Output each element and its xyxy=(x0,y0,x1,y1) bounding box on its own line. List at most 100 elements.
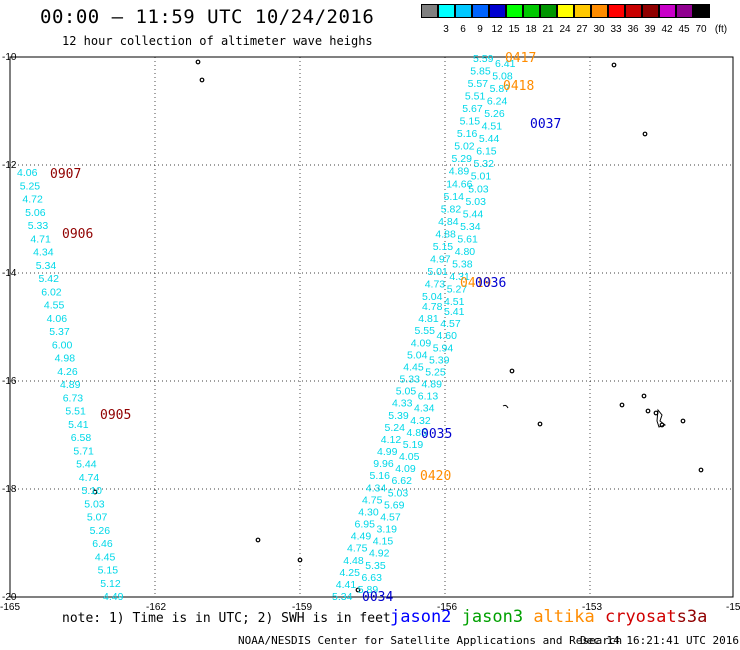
wave-height-value: 4.75 xyxy=(347,543,368,555)
wave-height-value: 4.80 xyxy=(455,246,476,258)
wave-height-value: 5.15 xyxy=(433,241,454,253)
wave-height-value: 4.45 xyxy=(403,361,424,373)
wave-height-value: 5.94 xyxy=(433,342,454,354)
axis-labels: -10 -12 -14 -16 -18 -20-165 -162 -159 -156 -153 -1… xyxy=(0,52,740,613)
satellite-legend-item: jason2 xyxy=(390,607,462,627)
wave-height-value: 5.26 xyxy=(90,525,111,537)
wave-height-value: 5.03 xyxy=(468,183,489,195)
wave-height-value: 5.16 xyxy=(370,470,391,482)
pass-label: 0418 xyxy=(503,79,534,94)
pass-label: 0906 xyxy=(62,227,93,242)
legend-label: 21 xyxy=(542,24,554,35)
wave-height-value: 4.57 xyxy=(380,511,401,523)
legend-swatch xyxy=(625,4,642,18)
island xyxy=(199,77,205,83)
wave-height-value: 5.44 xyxy=(479,133,500,145)
wave-height-value: 5.33 xyxy=(28,220,49,232)
wave-height-value: 5.41 xyxy=(68,419,89,431)
wave-height-value: 5.44 xyxy=(463,208,484,220)
lon-label: -15 xyxy=(726,602,740,613)
island xyxy=(619,402,625,408)
wave-height-value: 5.67 xyxy=(462,103,483,115)
satellite-legend-item: s3a xyxy=(676,607,708,627)
legend-swatch xyxy=(574,4,591,18)
pass-label: 0905 xyxy=(100,408,131,423)
wave-height-value: 5.51 xyxy=(65,406,86,418)
satellite-legend: jason2 jason3 altika cryosats3a xyxy=(390,607,707,627)
lat-label: -16 xyxy=(2,376,17,387)
wave-height-value: 5.10 xyxy=(82,485,103,497)
legend-swatch xyxy=(540,4,557,18)
wave-height-value: 5.38 xyxy=(452,258,473,270)
legend-swatch xyxy=(506,4,523,18)
wave-height-value: 5.69 xyxy=(384,499,405,511)
lat-label: -12 xyxy=(2,160,17,171)
wave-height-value: 5.24 xyxy=(385,422,406,434)
legend-label: 30 xyxy=(593,24,605,35)
legend-swatch xyxy=(591,4,608,18)
lon-label: -156 xyxy=(437,602,457,613)
wave-height-value: 5.01 xyxy=(427,266,448,278)
legend-swatch xyxy=(472,4,489,18)
wave-height-value: 5.71 xyxy=(73,445,94,457)
island xyxy=(642,131,648,137)
legend-label: 70 xyxy=(695,24,707,35)
wave-height-value: 4.51 xyxy=(482,121,503,133)
island xyxy=(680,418,686,424)
wave-height-value: 4.15 xyxy=(373,536,394,548)
island xyxy=(297,557,303,563)
wave-height-value: 4.34 xyxy=(33,247,54,259)
wave-height-value: 6.00 xyxy=(52,339,73,351)
satellite-legend-item: altika xyxy=(533,607,605,627)
wave-height-value: 5.32 xyxy=(474,158,495,170)
wave-height-value: 6.58 xyxy=(71,432,92,444)
wave-height-value: 6.15 xyxy=(476,146,497,158)
wave-height-value: 4.34 xyxy=(366,482,387,494)
legend-swatch xyxy=(455,4,472,18)
lat-label: -10 xyxy=(2,52,17,63)
lat-label: -14 xyxy=(2,268,17,279)
wave-height-value: 4.25 xyxy=(340,567,361,579)
island xyxy=(611,62,617,68)
legend-label: 18 xyxy=(525,24,537,35)
wave-height-value: 6.63 xyxy=(362,572,383,584)
wave-height-value: 4.51 xyxy=(444,296,465,308)
track-values: 4.065.254.725.065.334.714.345.345.426.02… xyxy=(17,53,516,603)
wave-height-value: 6.73 xyxy=(63,392,84,404)
island xyxy=(656,408,667,428)
wave-height-value: 4.05 xyxy=(399,451,420,463)
wave-height-value: 5.07 xyxy=(87,512,108,524)
wave-height-value: 5.59 xyxy=(473,53,494,65)
pass-label: 0417 xyxy=(505,51,536,66)
wave-height-value: 5.34 xyxy=(332,591,353,603)
legend-swatch xyxy=(693,4,710,18)
wave-height-value: 5.25 xyxy=(425,366,446,378)
legend-unit: (ft) xyxy=(714,24,728,35)
legend-label: 45 xyxy=(678,24,690,35)
wave-height-value: 4.34 xyxy=(414,403,435,415)
legend-label: 42 xyxy=(661,24,673,35)
satellite-legend-item: jason3 xyxy=(461,607,534,627)
legend-swatch xyxy=(676,4,693,18)
wave-height-value: 5.14 xyxy=(444,191,465,203)
wave-height-value: 5.06 xyxy=(25,207,46,219)
wave-height-value: 4.06 xyxy=(47,313,68,325)
wave-height-value: 5.19 xyxy=(403,439,424,451)
wave-height-value: 6.24 xyxy=(487,96,508,108)
wave-height-value: 5.12 xyxy=(100,578,121,590)
legend-label: 3 xyxy=(443,24,449,35)
legend-label: 33 xyxy=(610,24,622,35)
wave-height-value: 4.45 xyxy=(95,551,116,563)
wave-height-value: 5.27 xyxy=(447,284,468,296)
wave-height-value: 4.31 xyxy=(449,271,470,283)
wave-height-value: 5.15 xyxy=(460,116,481,128)
wave-height-value: 5.35 xyxy=(365,560,386,572)
wave-height-value: 4.92 xyxy=(369,548,390,560)
wave-height-value: 4.49 xyxy=(351,531,372,543)
island xyxy=(255,537,261,543)
wave-height-value: 6.02 xyxy=(41,286,62,298)
island xyxy=(641,393,647,399)
pass-label: 0035 xyxy=(421,427,452,442)
lat-label: -18 xyxy=(2,484,17,495)
